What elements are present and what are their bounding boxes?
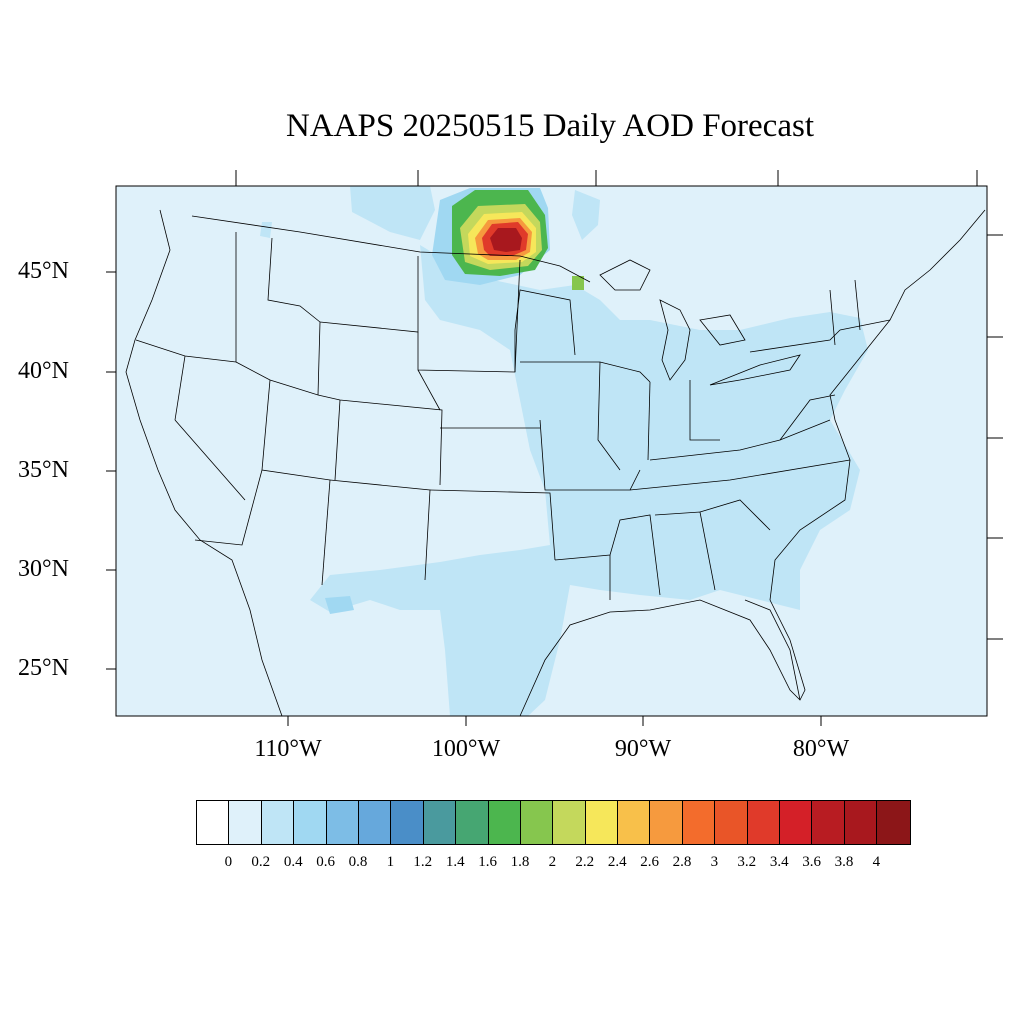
colorbar-swatch	[585, 801, 619, 844]
colorbar-tick-label: 1.4	[445, 854, 465, 870]
colorbar-swatch	[423, 801, 457, 844]
colorbar-tick-label: 1	[386, 854, 395, 870]
colorbar-tick-label: 3.4	[769, 854, 789, 870]
colorbar-swatch	[197, 801, 230, 844]
colorbar-tick-label: 2.8	[672, 854, 692, 870]
colorbar-tick-label: 0	[224, 854, 233, 870]
colorbar-tick-label: 3.6	[802, 854, 821, 870]
colorbar-tick-label: 2.6	[640, 854, 659, 870]
colorbar-tick-label: 1.2	[413, 854, 433, 870]
map-frame	[115, 185, 988, 717]
colorbar-tick-label: 0.4	[283, 854, 303, 870]
colorbar-swatch	[715, 801, 748, 844]
colorbar-swatch	[261, 801, 295, 844]
lon-label-100w: 100°W	[431, 736, 501, 762]
colorbar-swatch	[747, 801, 781, 844]
colorbar-tick-label: 3.8	[834, 854, 854, 870]
axis-ticks	[106, 170, 1003, 726]
lat-label-40n: 40°N	[18, 358, 69, 384]
colorbar-swatch	[520, 801, 554, 844]
lon-label-110w: 110°W	[254, 736, 322, 762]
colorbar-tick-label: 0.8	[348, 854, 368, 870]
colorbar-tick-label: 2.2	[575, 854, 595, 870]
colorbar-tick-label: 2	[548, 854, 557, 870]
colorbar-swatch	[812, 801, 845, 844]
colorbar	[196, 800, 911, 845]
colorbar-tick-label: 2.4	[607, 854, 627, 870]
colorbar-tick-label: 0.2	[251, 854, 271, 870]
colorbar-tick-label: 1.6	[478, 854, 497, 870]
colorbar-tick-label: 4	[872, 854, 881, 870]
aod-light-blue-zones	[260, 186, 868, 716]
colorbar-swatch	[358, 801, 392, 844]
colorbar-swatch	[456, 801, 489, 844]
chart-title: NAAPS 20250515 Daily AOD Forecast	[286, 108, 814, 144]
boundaries	[125, 209, 986, 717]
colorbar-swatch	[326, 801, 359, 844]
lat-label-25n: 25°N	[18, 655, 69, 681]
colorbar-swatch	[391, 801, 424, 844]
colorbar-swatch	[650, 801, 683, 844]
colorbar-swatch	[682, 801, 716, 844]
lat-label-30n: 30°N	[18, 556, 69, 582]
colorbar-swatch	[294, 801, 327, 844]
colorbar-swatch	[618, 801, 651, 844]
lon-label-90w: 90°W	[614, 736, 672, 762]
colorbar-swatch	[877, 801, 910, 844]
colorbar-tick-label: 0.6	[316, 854, 335, 870]
colorbar-swatch	[553, 801, 586, 844]
lat-label-35n: 35°N	[18, 457, 69, 483]
colorbar-swatch	[488, 801, 521, 844]
lon-label-80w: 80°W	[792, 736, 850, 762]
colorbar-swatch	[229, 801, 262, 844]
lat-label-45n: 45°N	[18, 258, 69, 284]
colorbar-swatch	[780, 801, 813, 844]
colorbar-tick-label: 1.8	[510, 854, 530, 870]
colorbar-swatch	[844, 801, 878, 844]
colorbar-tick-label: 3	[710, 854, 719, 870]
colorbar-tick-label: 3.2	[737, 854, 757, 870]
